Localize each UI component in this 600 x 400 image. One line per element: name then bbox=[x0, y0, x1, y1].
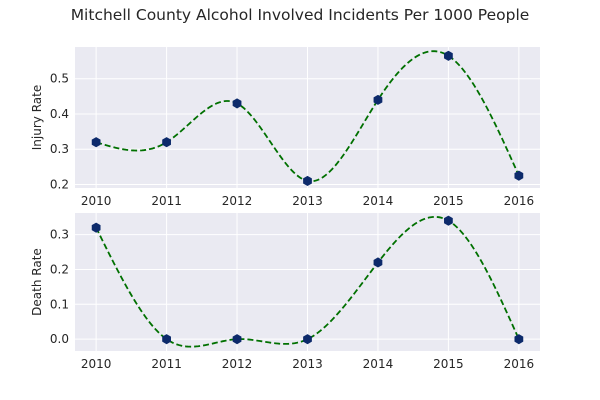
injury-ytick-label: 0.4 bbox=[50, 107, 69, 121]
injury-ytick-label: 0.2 bbox=[50, 177, 69, 191]
death-data-point bbox=[232, 334, 242, 345]
injury-ytick-label: 0.5 bbox=[50, 72, 69, 86]
death-xtick-label: 2010 bbox=[81, 357, 112, 371]
death-xtick-label: 2015 bbox=[433, 357, 464, 371]
injury-data-point bbox=[444, 50, 453, 61]
death-xtick-label: 2011 bbox=[151, 357, 182, 371]
injury-panel: 0.2 0.3 0.4 0.5 2010 2011 2012 2013 2014 2015 2016… bbox=[30, 47, 540, 208]
death-data-point bbox=[91, 222, 101, 233]
death-ytick-label: 0.1 bbox=[50, 297, 69, 311]
death-ytick-label: 0.2 bbox=[50, 262, 69, 276]
death-y-axis-label: Death Rate bbox=[30, 248, 44, 316]
injury-data-point bbox=[373, 94, 383, 105]
death-ytick-label: 0.0 bbox=[50, 332, 69, 346]
death-ytick-label: 0.3 bbox=[50, 228, 69, 242]
death-xtick-label: 2012 bbox=[222, 357, 253, 371]
injury-data-point bbox=[91, 137, 101, 148]
death-panel: 0.0 0.1 0.2 0.3 2010 2011 2012 2013 2014 2015 2016… bbox=[30, 213, 540, 371]
death-xtick-label: 2013 bbox=[292, 357, 323, 371]
death-xtick-label: 2016 bbox=[504, 357, 535, 371]
death-data-point bbox=[303, 334, 312, 345]
injury-data-point bbox=[514, 170, 524, 181]
injury-xtick-label: 2010 bbox=[81, 194, 112, 208]
injury-ytick-label: 0.3 bbox=[50, 142, 69, 156]
injury-data-point bbox=[232, 98, 242, 109]
death-data-point bbox=[373, 257, 383, 268]
death-data-point bbox=[162, 334, 171, 345]
death-data-point bbox=[514, 334, 524, 345]
injury-xtick-label: 2016 bbox=[504, 194, 535, 208]
injury-data-point bbox=[303, 175, 312, 187]
injury-xtick-label: 2013 bbox=[292, 194, 323, 208]
injury-data-point bbox=[162, 137, 171, 148]
injury-xtick-label: 2012 bbox=[222, 194, 253, 208]
injury-xtick-label: 2011 bbox=[151, 194, 182, 208]
injury-xtick-label: 2015 bbox=[433, 194, 464, 208]
death-data-point bbox=[444, 215, 453, 226]
death-xtick-label: 2014 bbox=[363, 357, 394, 371]
injury-xtick-label: 2014 bbox=[363, 194, 394, 208]
chart-title: Mitchell County Alcohol Involved Inciden… bbox=[70, 6, 530, 24]
injury-y-axis-label: Injury Rate bbox=[30, 85, 44, 150]
